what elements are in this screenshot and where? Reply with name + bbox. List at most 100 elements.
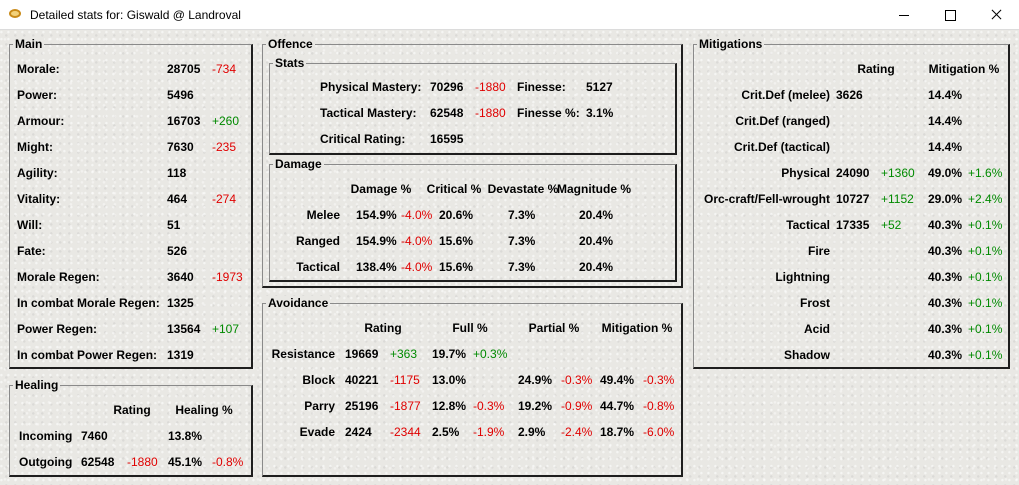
mitigation-row-label: Crit.Def (melee) — [741, 88, 830, 102]
offence-stat-delta: -1880 — [475, 80, 506, 94]
damage-header: Magnitude % — [557, 182, 631, 196]
main-stat-value: 13564 — [167, 322, 201, 336]
mitigation-row-label: Physical — [781, 166, 830, 180]
main-stat-label: Armour: — [17, 114, 65, 128]
offence-stat-label2: Finesse %: — [517, 106, 580, 120]
mitigations-group-title: Mitigations — [697, 37, 765, 51]
main-stat-label: Morale: — [17, 62, 60, 76]
mitigation-row-label: Crit.Def (tactical) — [733, 140, 830, 154]
healing-pct: 13.8% — [168, 429, 203, 443]
avoidance-partial-delta: -0.9% — [561, 399, 593, 413]
avoidance-group-title: Avoidance — [266, 296, 331, 310]
damage-row-label: Melee — [306, 208, 340, 222]
mitigation-pct-delta: +2.4% — [968, 192, 1003, 206]
main-stat-delta: -235 — [212, 140, 237, 154]
avoidance-partial: 2.9% — [518, 425, 546, 439]
close-button[interactable] — [973, 0, 1019, 30]
mitigation-row-label: Lightning — [775, 270, 830, 284]
devastate-pct: 7.3% — [508, 234, 536, 248]
avoidance-row-label: Evade — [299, 425, 335, 439]
main-stat-label: Power: — [17, 88, 58, 102]
maximize-button[interactable] — [927, 0, 973, 30]
healing-rating: 7460 — [81, 429, 108, 443]
damage-pct: 154.9% — [356, 208, 397, 222]
damage-pct-delta: -4.0% — [401, 260, 433, 274]
main-stat-delta: -274 — [212, 192, 237, 206]
avoidance-rating-delta: -1175 — [390, 373, 420, 387]
avoidance-full-delta: -0.3% — [473, 399, 505, 413]
offence-stat-value: 70296 — [430, 80, 464, 94]
mitigation-rating: 17335 — [836, 218, 870, 232]
avoidance-mitigation-delta: -0.8% — [643, 399, 675, 413]
avoidance-rating-delta: -1877 — [390, 399, 421, 413]
avoidance-full: 2.5% — [432, 425, 460, 439]
title-bar: Detailed stats for: Giswald @ Landroval — [0, 0, 1019, 30]
main-stat-label: In combat Morale Regen: — [17, 296, 160, 310]
healing-rating: 62548 — [81, 455, 115, 469]
devastate-pct: 7.3% — [508, 208, 536, 222]
critical-pct: 15.6% — [439, 260, 474, 274]
main-stat-label: Agility: — [17, 166, 58, 180]
main-stat-value: 464 — [167, 192, 188, 206]
damage-group: Damage Damage % Critical % Devastate % Magn… — [269, 157, 677, 282]
avoidance-full: 13.0% — [432, 373, 467, 387]
mitigation-pct: 40.3% — [928, 270, 963, 284]
mitigation-rating: 10727 — [836, 192, 870, 206]
window-title: Detailed stats for: Giswald @ Landroval — [30, 8, 241, 22]
offence-group: Offence Stats Physical Mastery: 70296 -188… — [262, 37, 683, 288]
main-stat-value: 16703 — [167, 114, 201, 128]
main-stat-delta: -1973 — [212, 270, 243, 284]
critical-pct: 15.6% — [439, 234, 474, 248]
avoidance-mitigation: 44.7% — [600, 399, 635, 413]
avoidance-header: Partial % — [528, 321, 580, 335]
avoidance-partial-delta: -0.3% — [561, 373, 593, 387]
mitigation-pct-delta: +0.1% — [968, 348, 1003, 362]
main-stat-value: 7630 — [167, 140, 194, 154]
avoidance-rating-delta: -2344 — [390, 425, 421, 439]
mitigation-pct-delta: +0.1% — [968, 296, 1003, 310]
avoidance-rating: 25196 — [345, 399, 379, 413]
healing-header-pct: Healing % — [175, 403, 233, 417]
mitigation-pct: 40.3% — [928, 218, 963, 232]
main-stat-label: In combat Power Regen: — [17, 348, 158, 362]
avoidance-mitigation-delta: -0.3% — [643, 373, 675, 387]
mitigation-row-label: Shadow — [783, 348, 830, 362]
app-ring-icon — [9, 9, 21, 18]
damage-pct: 138.4% — [356, 260, 397, 274]
avoidance-rating-delta: +363 — [390, 347, 418, 361]
damage-pct-delta: -4.0% — [401, 234, 433, 248]
main-stat-value: 28705 — [167, 62, 201, 76]
main-stat-delta: -734 — [212, 62, 237, 76]
mitigation-rating: 24090 — [836, 166, 870, 180]
damage-group-title: Damage — [273, 157, 324, 171]
mitigation-pct: 40.3% — [928, 322, 963, 336]
damage-pct-delta: -4.0% — [401, 208, 433, 222]
main-stat-value: 51 — [167, 218, 181, 232]
offence-stat-value: 62548 — [430, 106, 464, 120]
mitigation-row-label: Frost — [800, 296, 830, 310]
mitigation-row-label: Fire — [807, 244, 830, 258]
avoidance-full: 19.7% — [432, 347, 467, 361]
avoidance-mitigation: 18.7% — [600, 425, 635, 439]
mitigation-pct: 14.4% — [928, 88, 963, 102]
avoidance-rating: 19669 — [345, 347, 379, 361]
avoidance-rating: 2424 — [345, 425, 372, 439]
critical-pct: 20.6% — [439, 208, 474, 222]
avoidance-group: Avoidance Rating Full % Partial % Mitigatio… — [262, 296, 683, 477]
mitigation-pct: 40.3% — [928, 296, 963, 310]
devastate-pct: 7.3% — [508, 260, 536, 274]
main-stat-delta: +107 — [212, 322, 240, 336]
minimize-button[interactable] — [881, 0, 927, 30]
healing-header-rating: Rating — [113, 403, 151, 417]
avoidance-mitigation-delta: -6.0% — [643, 425, 675, 439]
offence-stat-value: 16595 — [430, 132, 464, 146]
offence-stat-label: Critical Rating: — [320, 132, 406, 146]
avoidance-mitigation: 49.4% — [600, 373, 635, 387]
avoidance-full-delta: -1.9% — [473, 425, 505, 439]
main-group: Main Morale: 28705 -734 Power: 5496 Armour: 16… — [9, 37, 253, 369]
healing-rating-delta: -1880 — [127, 455, 158, 469]
mitigation-pct-delta: +0.1% — [968, 270, 1003, 284]
healing-row-label: Outgoing — [19, 455, 73, 469]
main-stat-value: 526 — [167, 244, 188, 258]
main-stat-label: Morale Regen: — [17, 270, 100, 284]
